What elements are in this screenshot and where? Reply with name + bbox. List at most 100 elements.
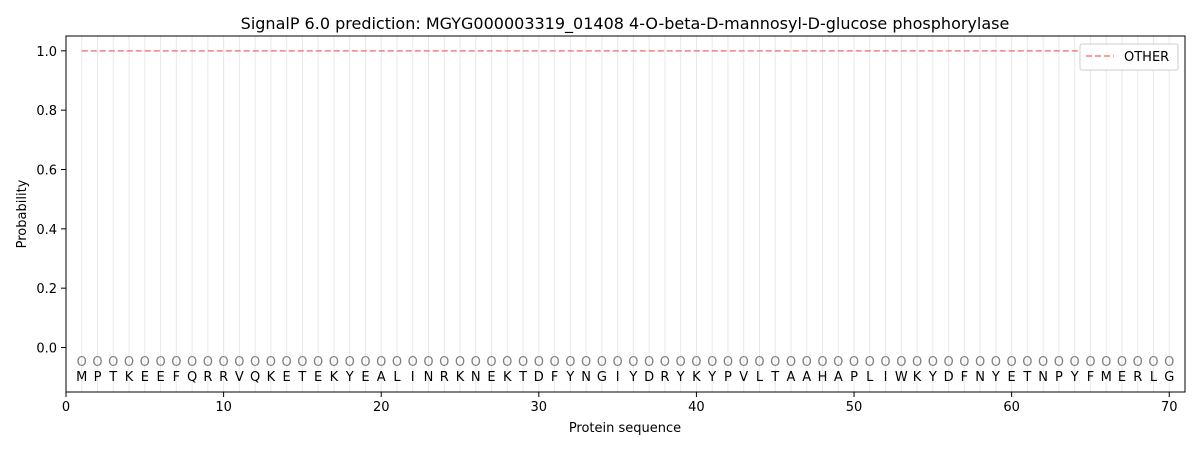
residue-21: L [393,370,401,385]
residue-70: G [1164,370,1174,385]
label-marker-37: O [644,355,654,370]
label-marker-64: O [1070,355,1080,370]
residue-53: W [895,370,908,385]
residue-67: E [1118,370,1126,385]
label-marker-68: O [1133,355,1143,370]
label-marker-33: O [581,355,591,370]
residue-18: Y [345,370,354,385]
residue-49: A [834,370,843,385]
label-marker-53: O [896,355,906,370]
label-marker-59: O [991,355,1001,370]
x-tick-label-10: 10 [215,400,232,415]
residue-27: E [487,370,495,385]
residue-45: T [770,370,779,385]
residue-19: E [361,370,369,385]
residue-39: Y [676,370,685,385]
residue-46: A [787,370,796,385]
residue-15: T [297,370,306,385]
residue-31: F [551,370,558,385]
residue-4: K [125,370,134,385]
y-axis-ticks: 0.0 0.2 0.4 0.6 0.8 1.0 [36,45,66,357]
residue-69: L [1150,370,1158,385]
residue-65: F [1087,370,1094,385]
residue-20: A [377,370,386,385]
residue-61: T [1022,370,1031,385]
label-marker-4: O [124,355,134,370]
residue-37: D [644,370,654,385]
label-marker-27: O [486,355,496,370]
label-marker-11: O [234,355,244,370]
label-marker-26: O [471,355,481,370]
label-marker-36: O [628,355,638,370]
residue-43: V [739,370,748,385]
residue-24: R [440,370,449,385]
label-marker-13: O [266,355,276,370]
residue-13: K [267,370,276,385]
plot-frame [65,35,1186,393]
x-tick-label-0: 0 [62,400,70,415]
residue-7: F [173,370,180,385]
residue-42: P [724,370,732,385]
label-marker-31: O [549,355,559,370]
residue-6: E [156,370,164,385]
label-marker-54: O [912,355,922,370]
x-tick-label-70: 70 [1161,400,1178,415]
x-tick-label-30: 30 [531,400,548,415]
y-axis-label: Probability [15,179,30,248]
label-marker-25: O [455,355,465,370]
y-tick-label-3: 0.6 [36,164,57,179]
label-marker-49: O [833,355,843,370]
residue-48: H [818,370,828,385]
residue-68: R [1133,370,1142,385]
label-marker-69: O [1148,355,1158,370]
label-marker-70: O [1164,355,1174,370]
label-marker-35: O [613,355,623,370]
label-marker-8: O [187,355,197,370]
label-marker-23: O [423,355,433,370]
label-marker-52: O [880,355,890,370]
label-marker-21: O [392,355,402,370]
y-tick-label-4: 0.8 [36,104,57,119]
residue-16: E [314,370,322,385]
residue-35: I [616,370,620,385]
label-marker-40: O [691,355,701,370]
residue-28: K [503,370,512,385]
y-tick-label-0: 0.0 [36,342,57,357]
label-marker-67: O [1117,355,1127,370]
label-marker-55: O [928,355,938,370]
residue-41: Y [707,370,716,385]
label-marker-9: O [203,355,213,370]
label-marker-16: O [313,355,323,370]
label-marker-51: O [865,355,875,370]
label-marker-60: O [1007,355,1017,370]
label-marker-62: O [1038,355,1048,370]
label-marker-10: O [218,355,228,370]
residue-14: E [283,370,291,385]
residue-33: N [581,370,591,385]
label-marker-57: O [959,355,969,370]
residue-34: G [597,370,607,385]
label-marker-44: O [754,355,764,370]
residue-59: Y [991,370,1000,385]
residue-32: Y [565,370,574,385]
residue-60: E [1008,370,1016,385]
chart-title: SignalP 6.0 prediction: MGYG000003319_01… [241,14,1010,34]
label-marker-38: O [660,355,670,370]
residue-9: R [203,370,212,385]
label-marker-61: O [1022,355,1032,370]
residue-51: L [866,370,874,385]
residue-47: A [802,370,811,385]
residue-40: K [692,370,701,385]
label-marker-66: O [1101,355,1111,370]
residue-5: E [141,370,149,385]
label-marker-28: O [502,355,512,370]
label-marker-46: O [786,355,796,370]
residue-64: Y [1070,370,1079,385]
x-tick-label-40: 40 [688,400,705,415]
residue-55: Y [928,370,937,385]
label-marker-41: O [707,355,717,370]
